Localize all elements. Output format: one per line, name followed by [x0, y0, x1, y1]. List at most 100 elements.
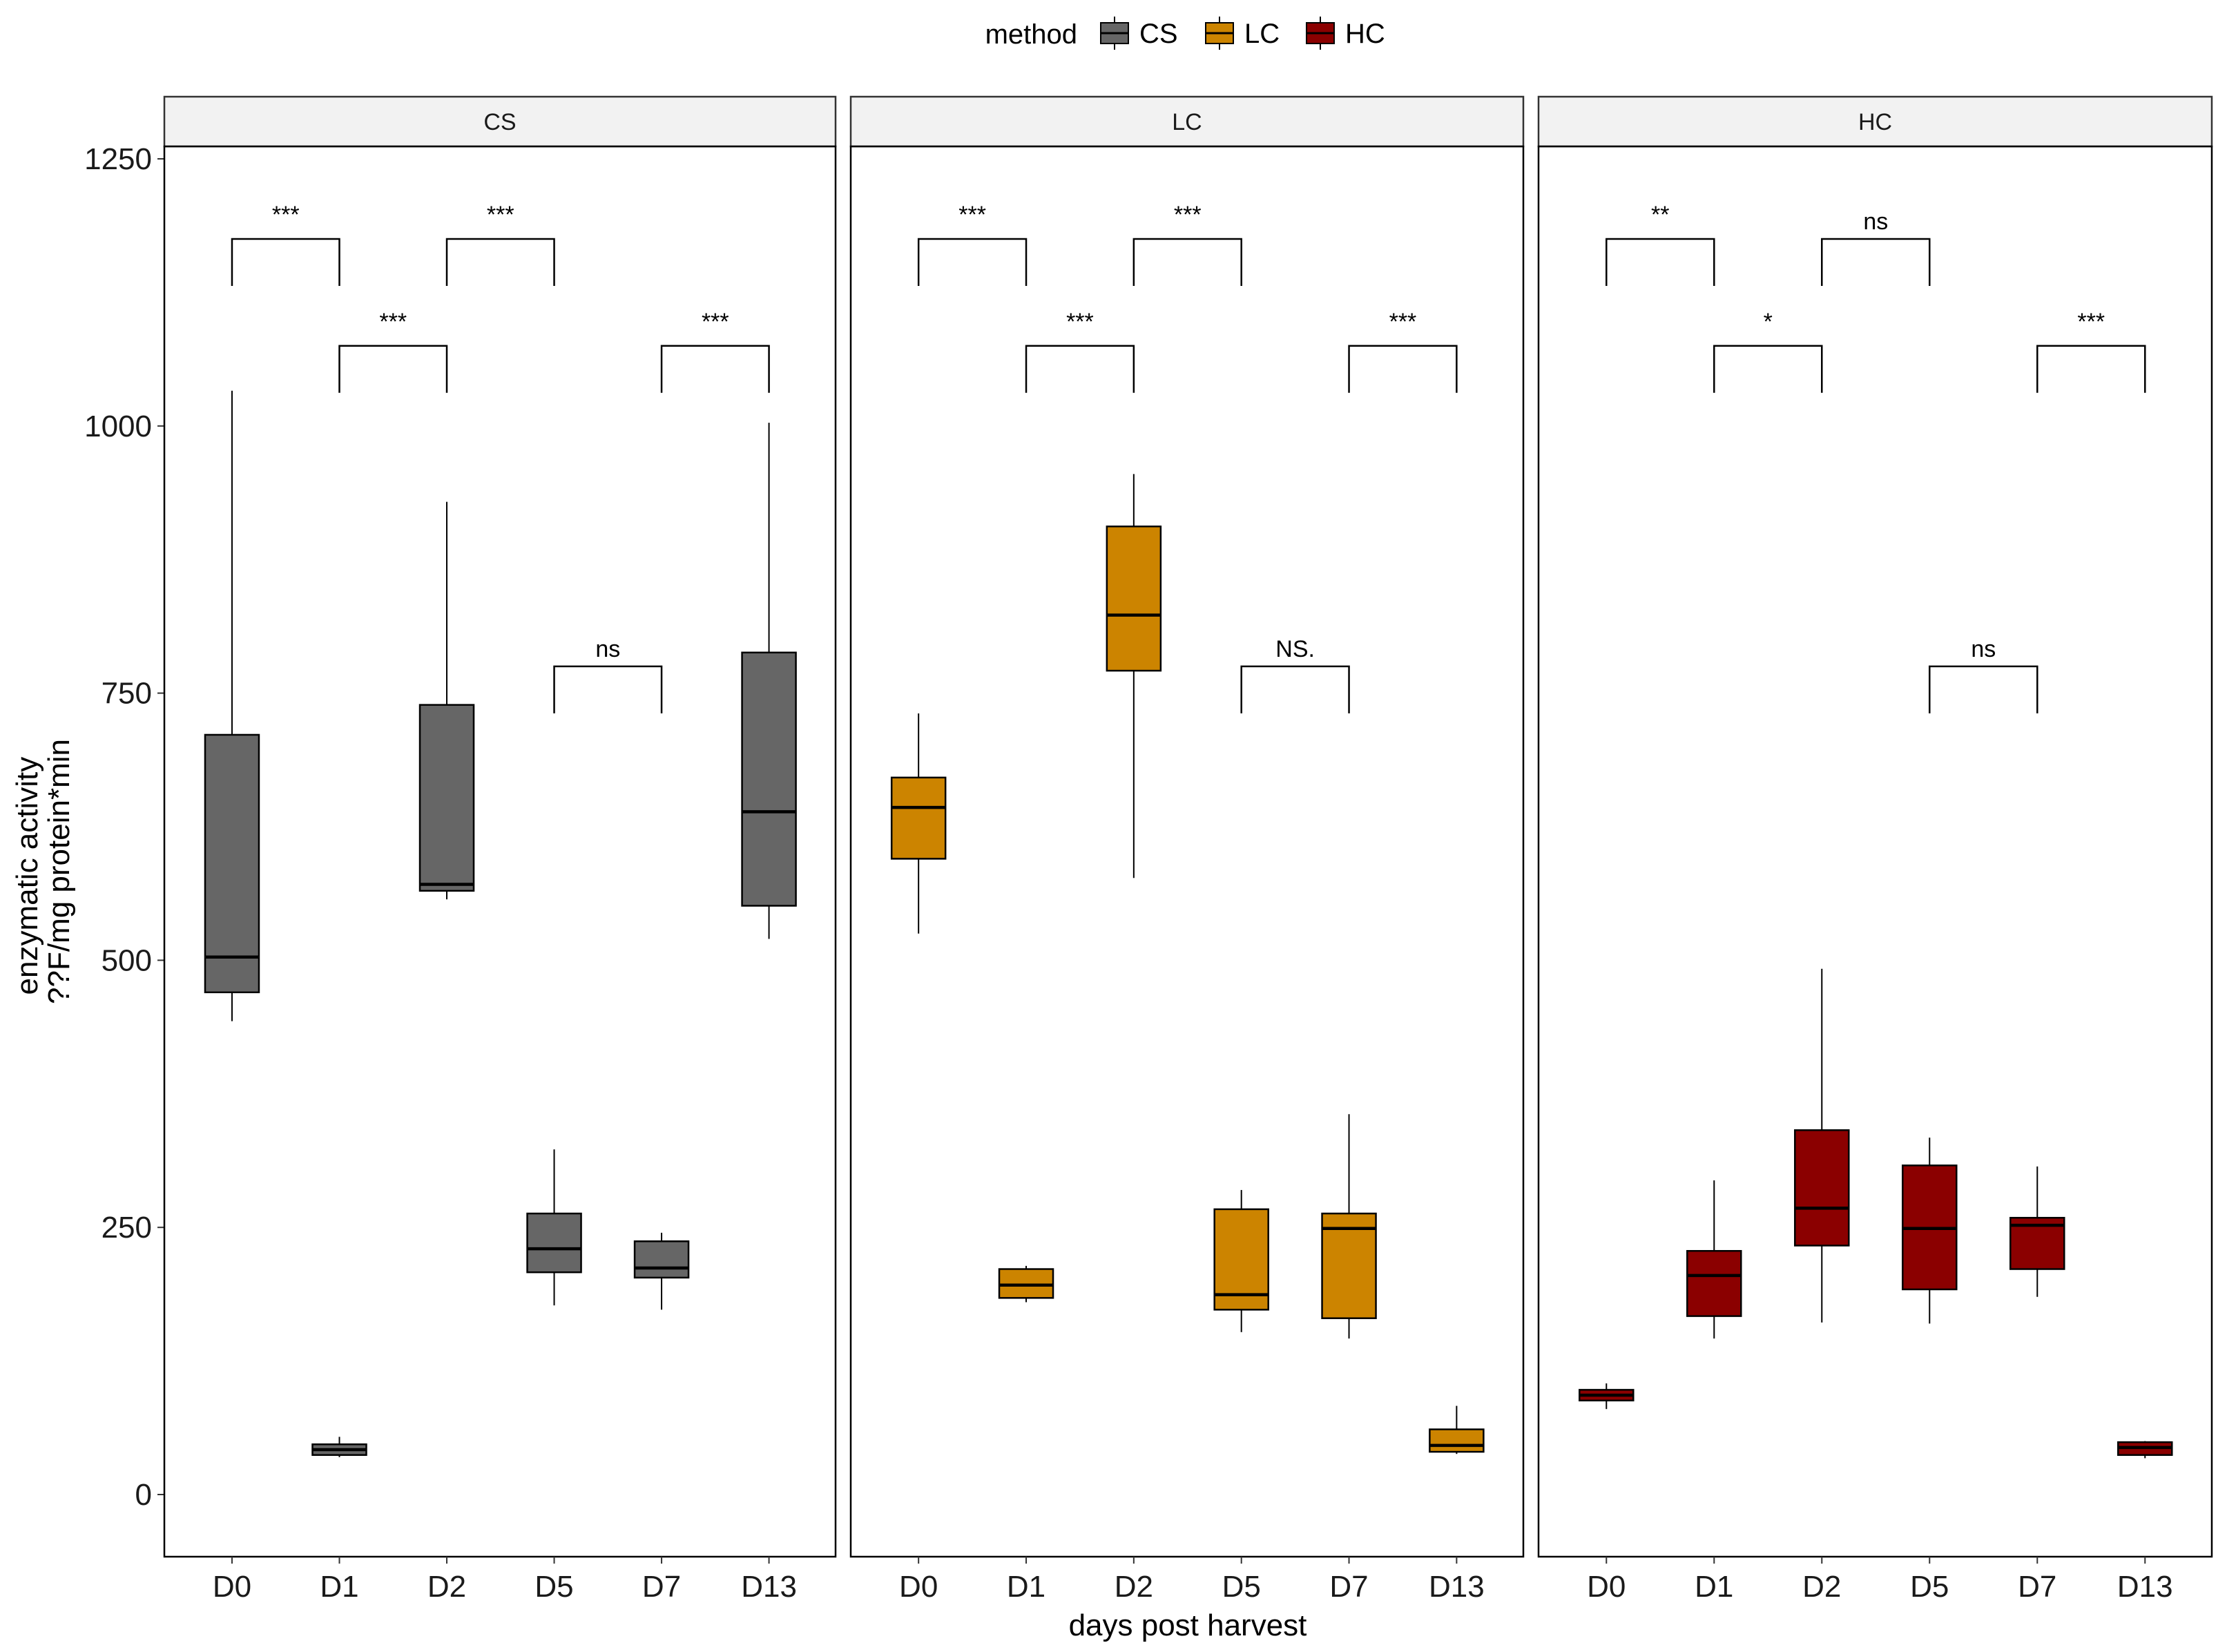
x-tick-label: D5 [534, 1570, 573, 1604]
x-tick-label: D7 [2018, 1570, 2056, 1604]
sig-bracket-d5-d7: NS. [1240, 636, 1350, 713]
sig-label: *** [1174, 202, 1202, 228]
panel-cs: CS *** *** *** *** ns D0 D1 D2 D5 D7 D13 [163, 95, 837, 1604]
sig-label: ** [1651, 202, 1669, 228]
y-tick-label: 750 [102, 677, 152, 711]
x-tick-label: D13 [741, 1570, 797, 1604]
bracket-line [338, 345, 448, 393]
x-tick-label: D1 [1007, 1570, 1045, 1604]
sig-bracket-d5-d7: ns [1929, 636, 2038, 713]
bracket-line [1821, 238, 1931, 287]
legend-label-lc: LC [1244, 19, 1280, 49]
bracket-line [231, 238, 340, 287]
panel-border [849, 145, 1525, 1558]
sig-bracket-d2-d5: ns [1821, 209, 1931, 287]
box-cs-d5 [526, 1149, 582, 1306]
strip-background [1537, 95, 2213, 148]
box-iqr [204, 733, 260, 994]
box-iqr [526, 1212, 582, 1274]
sig-label: *** [1066, 309, 1094, 335]
strip-label: LC [1172, 109, 1202, 135]
bracket-line [917, 238, 1028, 287]
sig-bracket-d2-d5: *** [445, 202, 555, 287]
sig-label: *** [958, 202, 986, 228]
box-cs-d1 [311, 1437, 367, 1457]
bracket-line [1025, 345, 1135, 393]
sig-bracket-d2-d5: *** [1132, 202, 1242, 287]
sig-bracket-d7-d13: *** [1348, 309, 1458, 393]
sig-bracket-d7-d13: *** [660, 309, 770, 393]
y-tick-label: 250 [102, 1211, 152, 1245]
x-tick-label: D2 [1115, 1570, 1153, 1604]
box-iqr [1429, 1428, 1485, 1453]
box-hc-d7 [2009, 1166, 2065, 1297]
x-tick-label: D2 [427, 1570, 466, 1604]
box-cs-d13 [741, 423, 797, 939]
box-hc-d13 [2117, 1441, 2173, 1459]
sig-label: *** [379, 309, 407, 335]
y-axis-title-line1: enzymatic activity [10, 757, 44, 995]
sig-label: ns [1863, 209, 1888, 235]
box-iqr [1321, 1212, 1377, 1319]
bracket-line [1929, 665, 2038, 713]
bracket-line [553, 665, 663, 713]
sig-label: *** [2077, 309, 2105, 335]
sig-label: ns [1971, 636, 1996, 662]
legend-label-cs: CS [1139, 19, 1178, 49]
box-lc-d0 [890, 713, 947, 934]
strip-label: HC [1858, 109, 1892, 135]
sig-bracket-d1-d2: *** [1025, 309, 1135, 393]
box-iqr [1686, 1249, 1742, 1317]
box-cs-d7 [633, 1232, 690, 1310]
x-tick-label: D2 [1802, 1570, 1841, 1604]
legend-key-hc [1306, 17, 1335, 50]
sig-bracket-d0-d1: ** [1606, 202, 1715, 287]
x-tick-label: D0 [1587, 1570, 1626, 1604]
strip-background [163, 95, 837, 148]
x-tick-label: D7 [1329, 1570, 1368, 1604]
box-iqr [741, 651, 797, 907]
x-tick-label: D1 [1695, 1570, 1733, 1604]
bracket-line [2036, 345, 2146, 393]
box-hc-d2 [1794, 968, 1850, 1323]
x-tick-label: D5 [1222, 1570, 1261, 1604]
panel-border [163, 145, 837, 1558]
strip-label: CS [483, 109, 516, 135]
bracket-line [1348, 345, 1458, 393]
strip-background [849, 95, 1525, 148]
sig-bracket-d7-d13: *** [2036, 309, 2146, 393]
sig-bracket-d0-d1: *** [231, 202, 340, 287]
y-tick-label: 1000 [84, 410, 152, 443]
sig-label: * [1764, 309, 1773, 335]
x-tick-label: D1 [320, 1570, 358, 1604]
x-tick-label: D0 [899, 1570, 938, 1604]
panel-border [1537, 145, 2213, 1558]
sig-bracket-d5-d7: ns [553, 636, 663, 713]
y-tick-label: 500 [102, 943, 152, 977]
y-tick-label: 0 [135, 1478, 152, 1512]
legend-title: method [985, 19, 1077, 50]
box-lc-d2 [1106, 474, 1162, 878]
box-lc-d13 [1429, 1405, 1485, 1454]
y-axis: 0 250 500 750 1000 1250 [84, 142, 164, 1512]
x-tick-label: D13 [2117, 1570, 2173, 1604]
bracket-line [660, 345, 770, 393]
box-hc-d1 [1686, 1180, 1742, 1339]
bracket-line [1606, 238, 1715, 287]
sig-bracket-d0-d1: *** [917, 202, 1028, 287]
sig-label: *** [272, 202, 300, 228]
legend-key-cs [1100, 17, 1129, 50]
x-tick-label: D7 [642, 1570, 681, 1604]
bracket-line [1240, 665, 1350, 713]
box-iqr [1213, 1208, 1269, 1311]
box-lc-d7 [1321, 1114, 1377, 1339]
legend-label-hc: HC [1345, 19, 1385, 49]
bracket-line [1132, 238, 1242, 287]
sig-label: *** [702, 309, 729, 335]
panel-lc: LC *** *** *** *** NS. D0 D1 D2 D5 D7 D13 [849, 95, 1525, 1604]
box-iqr [1106, 525, 1162, 672]
x-tick-label: D13 [1429, 1570, 1485, 1604]
y-axis-title: enzymatic activity ??F/mg protein*min [10, 739, 76, 1004]
